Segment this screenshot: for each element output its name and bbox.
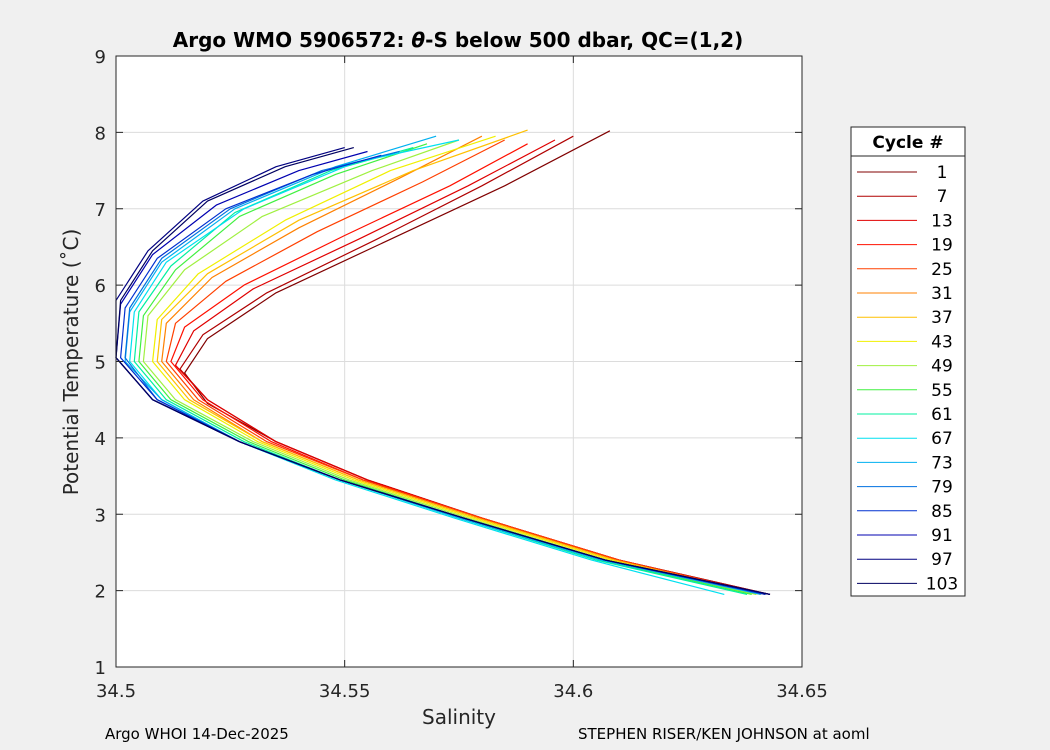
series-line-cycle-25: [165, 139, 766, 595]
legend-label: 7: [937, 187, 948, 207]
series-group: [115, 129, 771, 595]
series-line-cycle-43: [152, 135, 757, 595]
legend-label: 91: [931, 526, 953, 546]
y-tick-label: 4: [95, 429, 106, 450]
legend-label: 49: [931, 357, 953, 377]
legend-label: 103: [926, 574, 958, 594]
x-tick-label: 34.65: [776, 681, 828, 702]
legend-label: 61: [931, 405, 953, 425]
x-axis-label: Salinity: [422, 705, 496, 729]
y-tick-label: 1: [95, 658, 106, 679]
x-tick-label: 34.5: [96, 681, 136, 702]
y-tick-label: 3: [95, 505, 106, 526]
legend-label: 37: [931, 308, 953, 328]
legend-label: 97: [931, 550, 953, 570]
legend-label: 19: [931, 236, 953, 256]
series-line-cycle-37: [156, 129, 761, 595]
legend-title: Cycle #: [872, 133, 943, 153]
legend-label: 31: [931, 284, 953, 304]
x-tick-label: 34.55: [319, 681, 371, 702]
footer-credit: STEPHEN RISER/KEN JOHNSON at aoml: [578, 725, 870, 743]
ticks: 34.5 34.55 34.6 34.65 1 2 3 4 5 6 7 8 9: [95, 47, 828, 702]
legend-label: 85: [931, 502, 953, 522]
legend-label: 55: [931, 381, 953, 401]
y-tick-label: 2: [95, 582, 106, 603]
y-tick-label: 5: [95, 353, 106, 374]
legend: Cycle # 1 7 13 19 25 31 37 43 49 55 61 67 73 79 85 91 97…: [850, 126, 966, 597]
y-tick-label: 8: [95, 123, 106, 144]
legend-box: [850, 126, 966, 597]
legend-label: 67: [931, 429, 953, 449]
legend-label: 43: [931, 332, 953, 352]
legend-label: 79: [931, 478, 953, 498]
legend-label: 1: [937, 163, 948, 183]
y-tick-label: 7: [95, 200, 106, 221]
series-line-cycle-103: [115, 147, 771, 595]
legend-items: 1 7 13 19 25 31 37 43 49 55 61 67 73 79 85 91 97 103: [857, 163, 958, 594]
x-tick-label: 34.6: [553, 681, 593, 702]
y-tick-label: 6: [95, 276, 106, 297]
series-line-cycle-73: [124, 135, 761, 595]
series-line-cycle-67: [129, 139, 725, 595]
legend-label: 73: [931, 453, 953, 473]
y-tick-label: 9: [95, 47, 106, 68]
y-axis-label: Potential Temperature (˚C): [59, 229, 83, 496]
footer-source: Argo WHOI 14-Dec-2025: [105, 725, 289, 743]
chart-title: Argo WMO 5906572: θ-S below 500 dbar, QC…: [173, 28, 743, 52]
legend-label: 25: [931, 260, 953, 280]
series-line-cycle-49: [142, 139, 757, 595]
legend-label: 13: [931, 211, 953, 231]
